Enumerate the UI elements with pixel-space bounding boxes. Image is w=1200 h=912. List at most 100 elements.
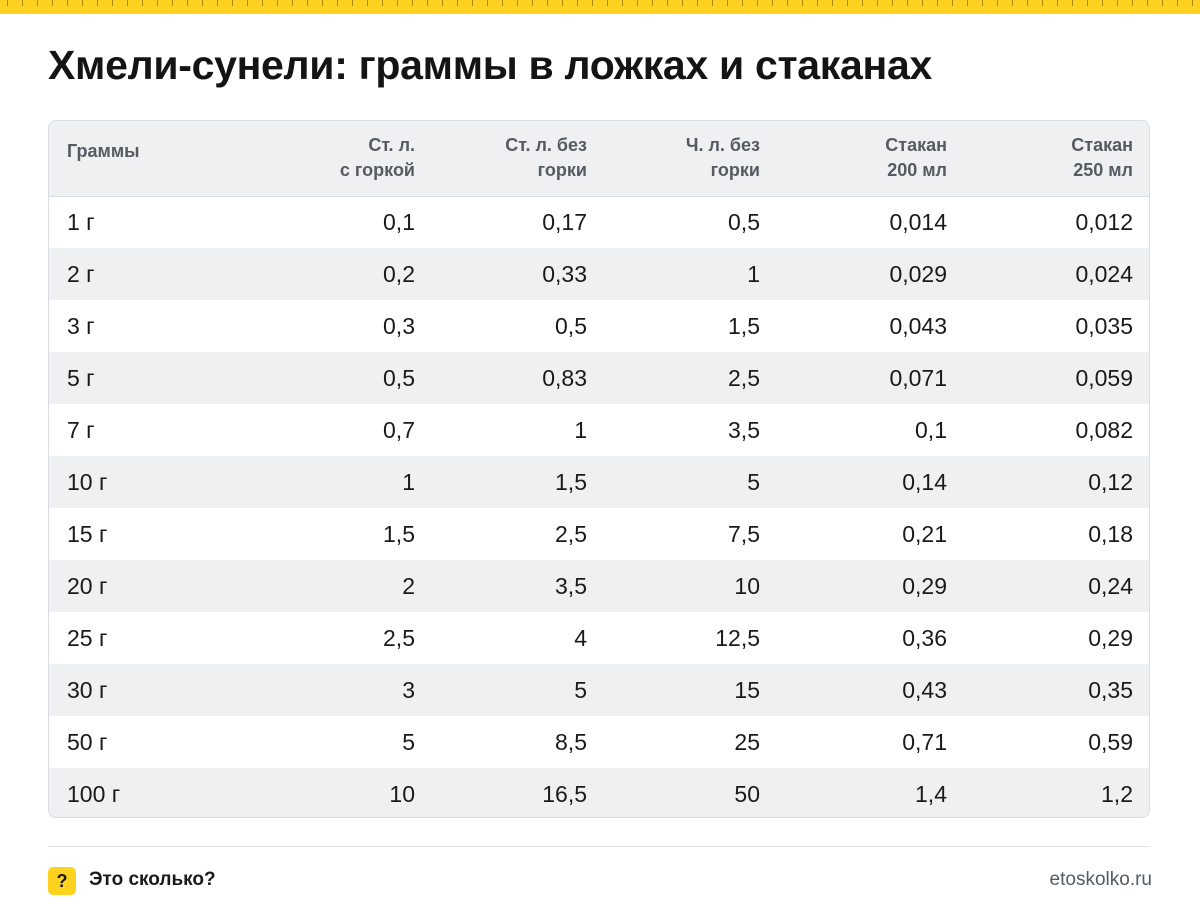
value-cell: 5: [574, 676, 587, 703]
value-cell: 0,18: [1088, 520, 1133, 547]
column-header-line: горки: [710, 160, 760, 181]
table-row: 10 г 1 1,5 5 0,14 0,12: [49, 456, 1149, 508]
question-badge-icon: ?: [48, 867, 76, 895]
column-header-line: Ч. л. без: [685, 135, 760, 156]
value-cell: 0,29: [902, 572, 947, 599]
value-cell: 0,14: [902, 468, 947, 495]
table-row: 15 г 1,5 2,5 7,5 0,21 0,18: [49, 508, 1149, 560]
grams-cell: 2 г: [67, 260, 95, 287]
table-row: 3 г 0,3 0,5 1,5 0,043 0,035: [49, 300, 1149, 352]
value-cell: 3: [402, 676, 415, 703]
value-cell: 0,1: [915, 416, 947, 443]
value-cell: 0,1: [383, 208, 415, 235]
grams-cell: 7 г: [67, 416, 95, 443]
value-cell: 12,5: [715, 624, 760, 651]
value-cell: 0,43: [902, 676, 947, 703]
table-row: 50 г 5 8,5 25 0,71 0,59: [49, 716, 1149, 768]
column-header-line: Стакан: [885, 135, 947, 156]
value-cell: 0,71: [902, 728, 947, 755]
conversion-table-card: Граммы Ст. л. с горкой Ст. л. без горки Ч. л.…: [48, 120, 1150, 818]
column-header-4: Стакан 200 мл: [760, 121, 947, 197]
value-cell: 0,29: [1088, 624, 1133, 651]
column-header-2: Ст. л. без горки: [415, 121, 587, 197]
value-cell: 0,2: [383, 260, 415, 287]
column-header-line: 250 мл: [1073, 160, 1133, 181]
value-cell: 2: [402, 572, 415, 599]
grams-cell: 25 г: [67, 624, 108, 651]
conversion-table: Граммы Ст. л. с горкой Ст. л. без горки Ч. л.…: [49, 121, 1149, 817]
value-cell: 0,12: [1088, 468, 1133, 495]
value-cell: 1,5: [383, 520, 415, 547]
column-header-5: Стакан 250 мл: [947, 121, 1149, 197]
value-cell: 0,5: [555, 312, 587, 339]
table-row: 1 г 0,1 0,17 0,5 0,014 0,012: [49, 196, 1149, 248]
column-header-line: 200 мл: [887, 160, 947, 181]
value-cell: 1,5: [728, 312, 760, 339]
value-cell: 0,17: [542, 208, 587, 235]
table-row: 100 г 10 16,5 50 1,4 1,2: [49, 768, 1149, 817]
value-cell: 0,059: [1075, 364, 1133, 391]
value-cell: 1: [402, 468, 415, 495]
value-cell: 0,082: [1075, 416, 1133, 443]
footer-brand: Это сколько?: [89, 869, 216, 890]
value-cell: 8,5: [555, 728, 587, 755]
table-row: 7 г 0,7 1 3,5 0,1 0,082: [49, 404, 1149, 456]
column-header-line: горки: [537, 160, 587, 181]
column-header-line: с горкой: [339, 160, 415, 181]
column-header-0: Граммы: [49, 121, 259, 197]
value-cell: 10: [734, 572, 760, 599]
value-cell: 0,24: [1088, 572, 1133, 599]
value-cell: 1,5: [555, 468, 587, 495]
column-header-3: Ч. л. без горки: [587, 121, 760, 197]
grams-cell: 50 г: [67, 728, 108, 755]
footer-site-link[interactable]: etoskolko.ru: [1049, 869, 1152, 890]
value-cell: 0,071: [889, 364, 947, 391]
value-cell: 2,5: [728, 364, 760, 391]
table-row: 20 г 2 3,5 10 0,29 0,24: [49, 560, 1149, 612]
column-header-1: Ст. л. с горкой: [259, 121, 415, 197]
grams-cell: 5 г: [67, 364, 95, 391]
table-header: Граммы Ст. л. с горкой Ст. л. без горки Ч. л.…: [49, 121, 1149, 197]
value-cell: 0,024: [1075, 260, 1133, 287]
value-cell: 1,4: [915, 780, 947, 807]
value-cell: 1: [574, 416, 587, 443]
value-cell: 2,5: [383, 624, 415, 651]
grams-cell: 1 г: [67, 208, 95, 235]
value-cell: 3,5: [728, 416, 760, 443]
value-cell: 0,83: [542, 364, 587, 391]
value-cell: 0,012: [1075, 208, 1133, 235]
value-cell: 0,59: [1088, 728, 1133, 755]
footer-divider: [48, 846, 1150, 847]
value-cell: 0,36: [902, 624, 947, 651]
grams-cell: 30 г: [67, 676, 108, 703]
header-row: Граммы Ст. л. с горкой Ст. л. без горки Ч. л.…: [49, 121, 1149, 197]
table-row: 2 г 0,2 0,33 1 0,029 0,024: [49, 248, 1149, 300]
grams-cell: 3 г: [67, 312, 95, 339]
value-cell: 0,7: [383, 416, 415, 443]
value-cell: 16,5: [542, 780, 587, 807]
column-header-line: Граммы: [67, 141, 140, 161]
table-row: 25 г 2,5 4 12,5 0,36 0,29: [49, 612, 1149, 664]
value-cell: 3,5: [555, 572, 587, 599]
value-cell: 0,33: [542, 260, 587, 287]
grams-cell: 15 г: [67, 520, 108, 547]
value-cell: 25: [734, 728, 760, 755]
value-cell: 5: [402, 728, 415, 755]
value-cell: 1: [747, 260, 760, 287]
value-cell: 1,2: [1101, 780, 1133, 807]
table-row: 30 г 3 5 15 0,43 0,35: [49, 664, 1149, 716]
value-cell: 0,5: [728, 208, 760, 235]
page-title: Хмели-сунели: граммы в ложках и стаканах: [48, 42, 932, 88]
value-cell: 0,35: [1088, 676, 1133, 703]
value-cell: 0,043: [889, 312, 947, 339]
column-header-line: Стакан: [1071, 135, 1133, 156]
ruler-strip: [0, 0, 1200, 14]
value-cell: 7,5: [728, 520, 760, 547]
value-cell: 0,21: [902, 520, 947, 547]
grams-cell: 20 г: [67, 572, 108, 599]
value-cell: 0,014: [889, 208, 947, 235]
value-cell: 0,3: [383, 312, 415, 339]
value-cell: 0,5: [383, 364, 415, 391]
grams-cell: 10 г: [67, 468, 108, 495]
table-body: 1 г 0,1 0,17 0,5 0,014 0,012 2 г 0,2 0,33 1 0,029 0…: [49, 196, 1149, 817]
